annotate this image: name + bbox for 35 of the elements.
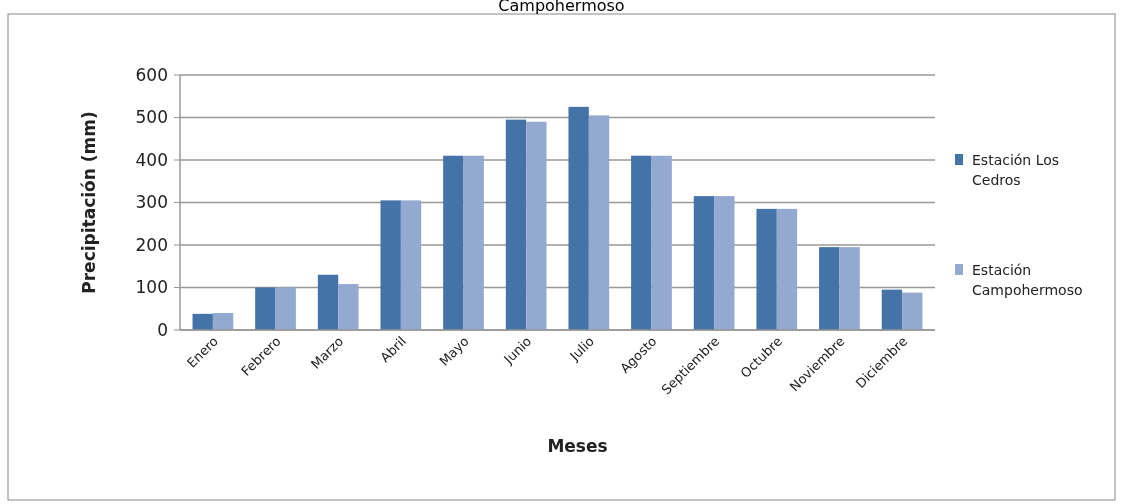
bar [505, 119, 527, 330]
bar [819, 247, 840, 330]
bar [212, 313, 234, 330]
bar [902, 292, 923, 330]
legend-label: Estación Campohermoso [972, 261, 1083, 298]
bar [400, 200, 422, 330]
bar [693, 196, 715, 330]
bar [568, 106, 589, 330]
bar [275, 287, 296, 330]
y-tick-label: 500 [135, 107, 168, 128]
bar [526, 121, 547, 330]
bar [317, 274, 339, 330]
bar [192, 313, 213, 330]
y-tick-label: 300 [135, 192, 168, 213]
bar [255, 287, 276, 330]
bar [839, 247, 860, 330]
bar [380, 200, 401, 330]
bar [651, 155, 672, 330]
x-axis-title: Meses [547, 436, 608, 456]
bar [881, 289, 903, 330]
bar [631, 155, 652, 330]
y-tick-label: 0 [157, 319, 168, 340]
bar [776, 208, 798, 330]
bar [443, 155, 464, 330]
y-tick-label: 600 [135, 64, 168, 85]
y-axis-title: Precipitación (mm) [79, 111, 99, 294]
bar [338, 284, 359, 330]
y-tick-label: 100 [135, 277, 168, 298]
y-tick-label: 200 [135, 234, 168, 255]
bar [463, 155, 484, 330]
bar [588, 115, 610, 330]
bar [756, 208, 777, 330]
y-tick-label: 400 [135, 149, 168, 170]
legend-label: Estación Los Cedros [972, 151, 1060, 188]
bar [714, 196, 735, 330]
